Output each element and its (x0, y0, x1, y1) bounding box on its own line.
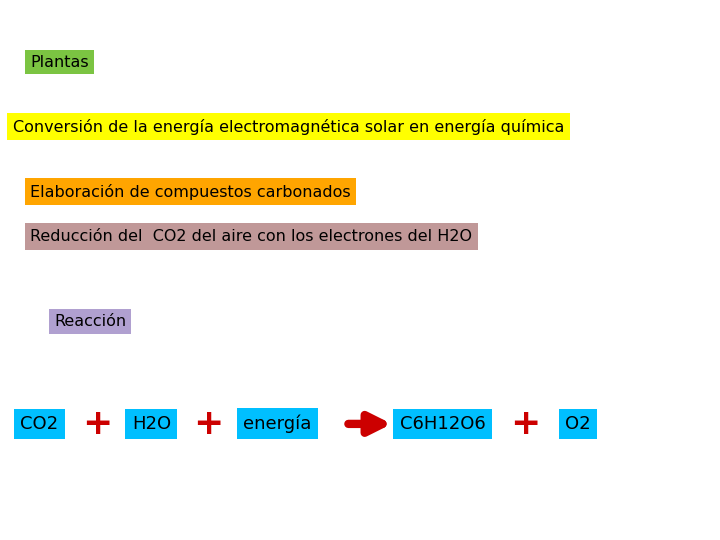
Text: C6H12O6: C6H12O6 (400, 415, 485, 433)
Text: Plantas: Plantas (30, 55, 89, 70)
Text: CO2: CO2 (20, 415, 58, 433)
Text: Conversión de la energía electromagnética solar en energía química: Conversión de la energía electromagnétic… (13, 119, 564, 135)
Text: H2O: H2O (132, 415, 171, 433)
Text: Reacción: Reacción (54, 314, 126, 329)
Text: O2: O2 (565, 415, 591, 433)
Text: energía: energía (243, 415, 312, 433)
Text: Reducción del  CO2 del aire con los electrones del H2O: Reducción del CO2 del aire con los elect… (30, 229, 472, 244)
Text: +: + (510, 407, 541, 441)
Text: Elaboración de compuestos carbonados: Elaboración de compuestos carbonados (30, 184, 351, 200)
Text: +: + (82, 407, 112, 441)
Text: +: + (194, 407, 224, 441)
